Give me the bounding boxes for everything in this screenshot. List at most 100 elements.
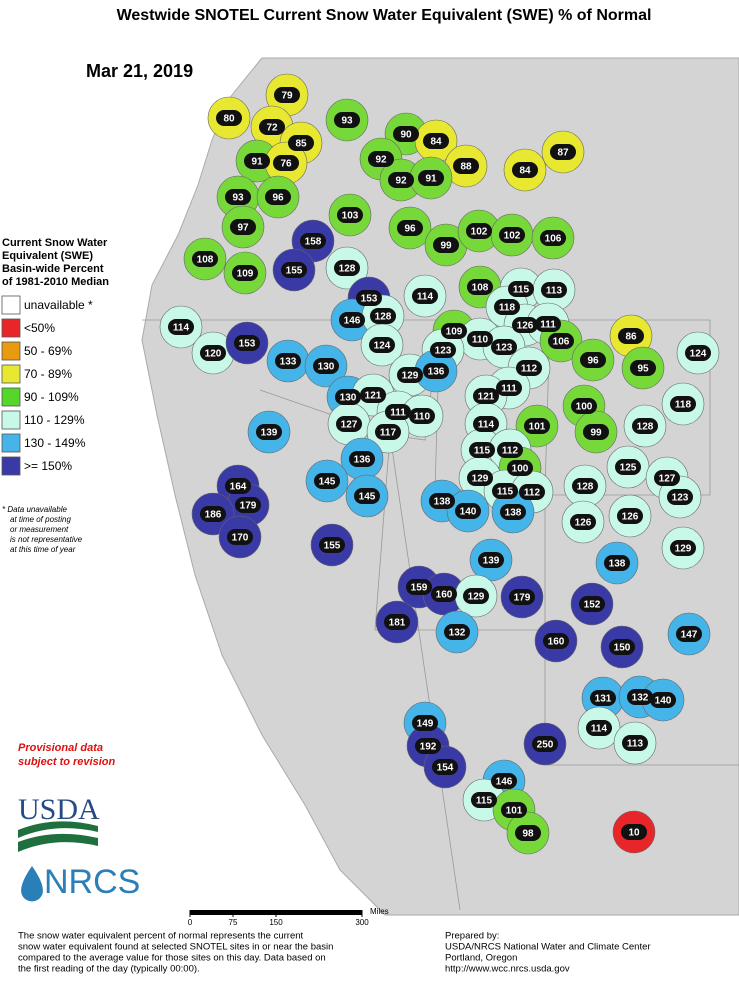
basin-label: 109 — [446, 327, 463, 338]
basin-label: 102 — [504, 231, 521, 242]
basin-label-bg — [509, 589, 535, 605]
provisional-note: Provisional data — [18, 742, 103, 754]
basin-labels: 80 79 72 85 93 90 84 87 88 84 92 92 91 91 76 93 96 103 97 1… — [168, 87, 711, 841]
basin-label-bg — [467, 331, 493, 347]
basin-label-bg — [230, 219, 256, 235]
basin-label: 186 — [205, 510, 222, 521]
basin-label-bg — [334, 260, 360, 276]
legend-swatch — [1, 295, 21, 315]
legend-swatch — [1, 364, 21, 384]
basin-label-bg — [570, 514, 596, 530]
basin-label-bg — [388, 172, 414, 188]
basin-label: 100 — [512, 464, 529, 475]
basin-label-bg — [412, 715, 438, 731]
legend-swatch — [1, 410, 21, 430]
basin-label: 80 — [223, 114, 235, 125]
basin-label: 146 — [344, 316, 361, 327]
basin-label-bg — [431, 586, 457, 602]
basin-label-bg — [467, 470, 493, 486]
basin-label-bg — [515, 825, 541, 841]
legend-label: <50% — [24, 321, 55, 335]
basin-label: 115 — [497, 487, 514, 498]
basin-label: 101 — [506, 806, 523, 817]
basin-label: 123 — [496, 343, 513, 354]
basin-label: 123 — [672, 493, 689, 504]
basin-label-bg — [469, 442, 495, 458]
basin-label-bg — [412, 288, 438, 304]
basin-label: 133 — [280, 357, 297, 368]
legend-swatch — [1, 387, 21, 407]
basin-label-bg — [349, 451, 375, 467]
basin-label: 138 — [434, 497, 451, 508]
basin-label-bg — [369, 337, 395, 353]
basin-label: 91 — [425, 174, 437, 185]
legend-swatch — [1, 433, 21, 453]
basin-label-bg — [627, 689, 653, 705]
basin-label: 138 — [609, 559, 626, 570]
basin-label: 93 — [232, 193, 244, 204]
basin-label-bg — [499, 227, 525, 243]
basin-label: 153 — [361, 294, 378, 305]
basin-label-bg — [685, 345, 711, 361]
basin-label: 140 — [655, 696, 672, 707]
basin-label-bg — [478, 552, 504, 568]
basin-label-bg — [265, 189, 291, 205]
basin-label-bg — [676, 626, 702, 642]
basin-label: 160 — [436, 590, 453, 601]
basin-label-bg — [535, 316, 561, 332]
basin-label-bg — [500, 504, 526, 520]
basin-label: 192 — [420, 742, 437, 753]
basin-label: 72 — [266, 123, 278, 134]
basin-label-bg — [541, 282, 567, 298]
basin-label: 129 — [402, 371, 419, 382]
basin-label: 121 — [478, 392, 495, 403]
basin-label-bg — [670, 396, 696, 412]
basin-label: 128 — [577, 482, 594, 493]
basin-label: 140 — [460, 507, 477, 518]
description-line: the first reading of the day (typically … — [18, 964, 200, 975]
legend-label: 90 - 109% — [24, 390, 79, 404]
basin-label-bg — [590, 690, 616, 706]
basin-label: 86 — [625, 332, 637, 343]
basin-label-bg — [397, 367, 423, 383]
basin-label-bg — [516, 360, 542, 376]
basin-label: 117 — [380, 428, 397, 439]
basin-label-bg — [532, 736, 558, 752]
basin-label-bg — [617, 508, 643, 524]
legend-label: 110 - 129% — [24, 413, 85, 427]
basin-label: 124 — [690, 349, 707, 360]
basin-label-bg — [615, 459, 641, 475]
basin-label-bg — [548, 333, 574, 349]
basin-label-bg — [571, 398, 597, 414]
basin-label: 139 — [483, 556, 500, 567]
basin-label: 181 — [389, 618, 406, 629]
basin-label-bg — [491, 773, 517, 789]
basin-label-bg — [583, 424, 609, 440]
basin-label-bg — [393, 126, 419, 142]
basin-label-bg — [519, 484, 545, 500]
basin-label: 128 — [339, 264, 356, 275]
basin-label: 96 — [272, 193, 284, 204]
basin-label-bg — [621, 824, 647, 840]
basin-label-bg — [227, 529, 253, 545]
basin-label: 95 — [637, 364, 649, 375]
basin-label: 111 — [540, 320, 556, 331]
basin-label-bg — [543, 633, 569, 649]
basin-label: 145 — [319, 477, 336, 488]
basin-label: 149 — [417, 719, 434, 730]
basin-label-bg — [430, 342, 456, 358]
basin-label: 158 — [305, 237, 322, 248]
basin-label-bg — [313, 358, 339, 374]
prepared-line: Portland, Oregon — [445, 953, 517, 964]
basin-label: 129 — [468, 592, 485, 603]
basin-label: 130 — [340, 393, 357, 404]
basin-label-bg — [275, 353, 301, 369]
basin-label-bg — [200, 506, 226, 522]
basin-label: 84 — [519, 166, 531, 177]
basin-label: 145 — [359, 492, 376, 503]
description-line: compared to the average value for those … — [18, 953, 326, 964]
basin-label-bg — [441, 323, 467, 339]
basin-label: 79 — [281, 91, 293, 102]
